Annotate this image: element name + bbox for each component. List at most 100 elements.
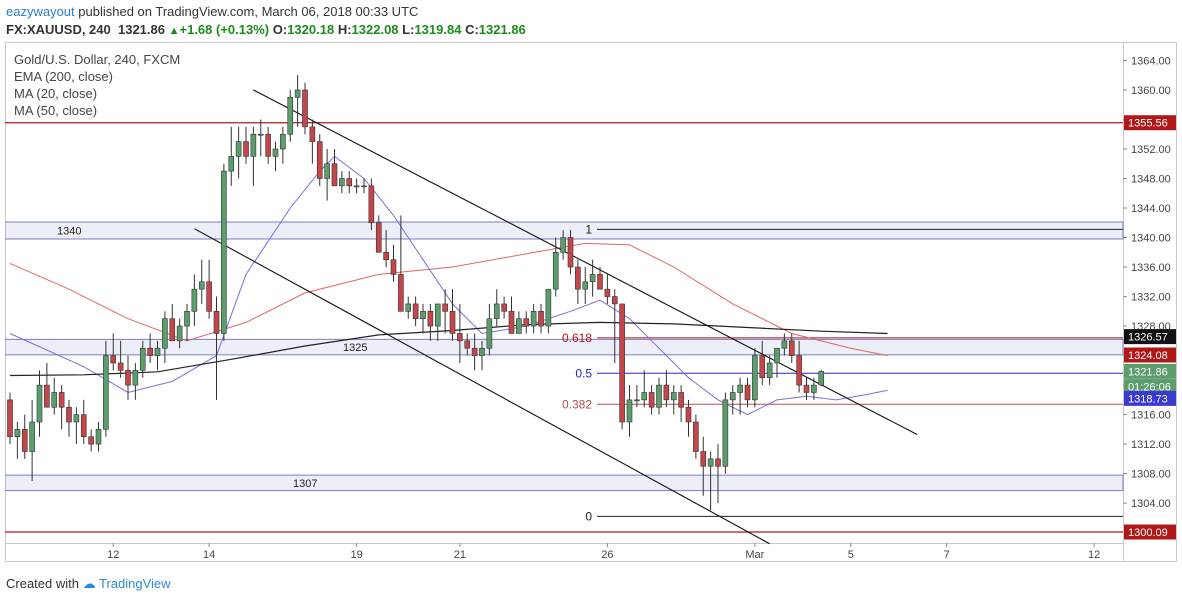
candle xyxy=(294,75,301,127)
candle xyxy=(744,377,751,408)
candle-body xyxy=(685,406,692,423)
candle xyxy=(191,274,198,327)
candle xyxy=(729,385,736,415)
price-tick-label: 1316.00 xyxy=(1131,410,1171,422)
candle xyxy=(811,377,817,400)
candle-body xyxy=(796,355,802,386)
trend-channel xyxy=(194,89,918,545)
candle-body xyxy=(184,311,190,327)
close-label: C: xyxy=(465,22,479,37)
candle-body xyxy=(176,325,183,342)
candle-body xyxy=(353,185,360,188)
candle-body xyxy=(434,303,441,327)
tradingview-link[interactable]: TradingView xyxy=(99,576,171,591)
candle-body xyxy=(449,311,456,334)
candle-body xyxy=(316,141,323,179)
candle xyxy=(796,340,802,393)
price-tag-box xyxy=(1124,115,1176,131)
time-tick-label: 7 xyxy=(944,549,950,561)
price-tick-label: 1348.00 xyxy=(1131,174,1171,186)
candle-body xyxy=(73,414,80,423)
candle xyxy=(412,296,419,327)
candle xyxy=(766,355,773,386)
candle-body xyxy=(331,163,338,187)
price-tag-label: 1321.86 xyxy=(1128,366,1168,378)
channel-lower-line xyxy=(194,228,770,545)
candle-body xyxy=(7,399,13,438)
zone-label: 1340 xyxy=(57,226,81,238)
candle-body xyxy=(523,318,530,327)
candle xyxy=(604,274,611,304)
candle xyxy=(235,126,242,179)
candle xyxy=(589,259,596,297)
time-tick-label: 19 xyxy=(351,549,363,561)
candle xyxy=(788,333,795,363)
candle-body xyxy=(538,311,544,327)
price-tick-label: 1304.00 xyxy=(1131,498,1171,510)
candle-body xyxy=(781,340,788,349)
candle xyxy=(14,421,21,459)
candle xyxy=(405,296,412,319)
candle-body xyxy=(464,340,471,349)
candle xyxy=(324,148,330,201)
candle-body xyxy=(257,133,264,136)
candle xyxy=(626,385,633,437)
time-axis[interactable]: 12 14 19 21 26 Mar 5 7 12 xyxy=(107,543,1100,561)
published-text: published on TradingView.com, March 06, … xyxy=(74,4,419,19)
candle-body xyxy=(154,347,161,356)
candle xyxy=(715,444,721,504)
candle xyxy=(575,259,581,304)
last-price: 1321.86 xyxy=(117,22,165,37)
candle-body xyxy=(744,384,751,401)
open-label: O: xyxy=(272,22,288,37)
candle-body xyxy=(412,303,419,319)
candle-body xyxy=(132,370,139,386)
up-arrow-icon: ▲ xyxy=(168,25,180,37)
candle xyxy=(132,362,139,400)
candle-body xyxy=(582,281,589,290)
price-tag-label: 1300.09 xyxy=(1128,527,1168,539)
author-link[interactable]: eazywayout xyxy=(6,4,75,19)
close-value: 1321.86 xyxy=(478,22,526,37)
candle xyxy=(316,134,323,186)
candle-body xyxy=(486,318,493,349)
candle xyxy=(228,126,235,186)
candle-body xyxy=(147,347,153,356)
candle xyxy=(361,178,367,194)
candle-body xyxy=(272,148,279,157)
fib-level-label: 0.382 xyxy=(562,397,592,411)
candle xyxy=(117,340,124,378)
candle xyxy=(80,399,87,445)
candlesticks xyxy=(7,75,825,511)
price-chart[interactable]: 1340 1325 1307 1 0.618 0.5 0.382 0 1304.00 1308… xyxy=(5,42,1177,562)
candle xyxy=(7,392,13,445)
candle xyxy=(309,119,316,164)
candle xyxy=(169,303,176,342)
candle xyxy=(302,82,308,135)
candle-body xyxy=(198,281,205,290)
legend-title: Gold/U.S. Dollar, 240, FXCM xyxy=(14,52,180,67)
candle-body xyxy=(656,384,662,408)
candle xyxy=(257,119,264,157)
candle-body xyxy=(493,303,500,319)
candle xyxy=(700,436,707,496)
candle-body xyxy=(213,311,220,334)
candle xyxy=(139,340,146,378)
candle xyxy=(486,303,493,356)
candle-body xyxy=(390,259,397,275)
candle-body xyxy=(501,303,507,312)
candle xyxy=(213,296,220,400)
candle xyxy=(88,429,94,452)
time-tick-label: 14 xyxy=(203,549,215,561)
price-tick-label: 1336.00 xyxy=(1131,262,1171,274)
candle-body xyxy=(346,178,353,187)
candle-body xyxy=(626,399,633,423)
price-tag-box xyxy=(1124,379,1176,395)
candle xyxy=(545,288,552,334)
candle-body xyxy=(66,406,72,423)
candle-body xyxy=(405,303,412,312)
candle xyxy=(634,385,640,408)
zone-label: 1307 xyxy=(293,478,317,490)
candle-body xyxy=(575,266,581,290)
high-label: H: xyxy=(337,22,352,37)
